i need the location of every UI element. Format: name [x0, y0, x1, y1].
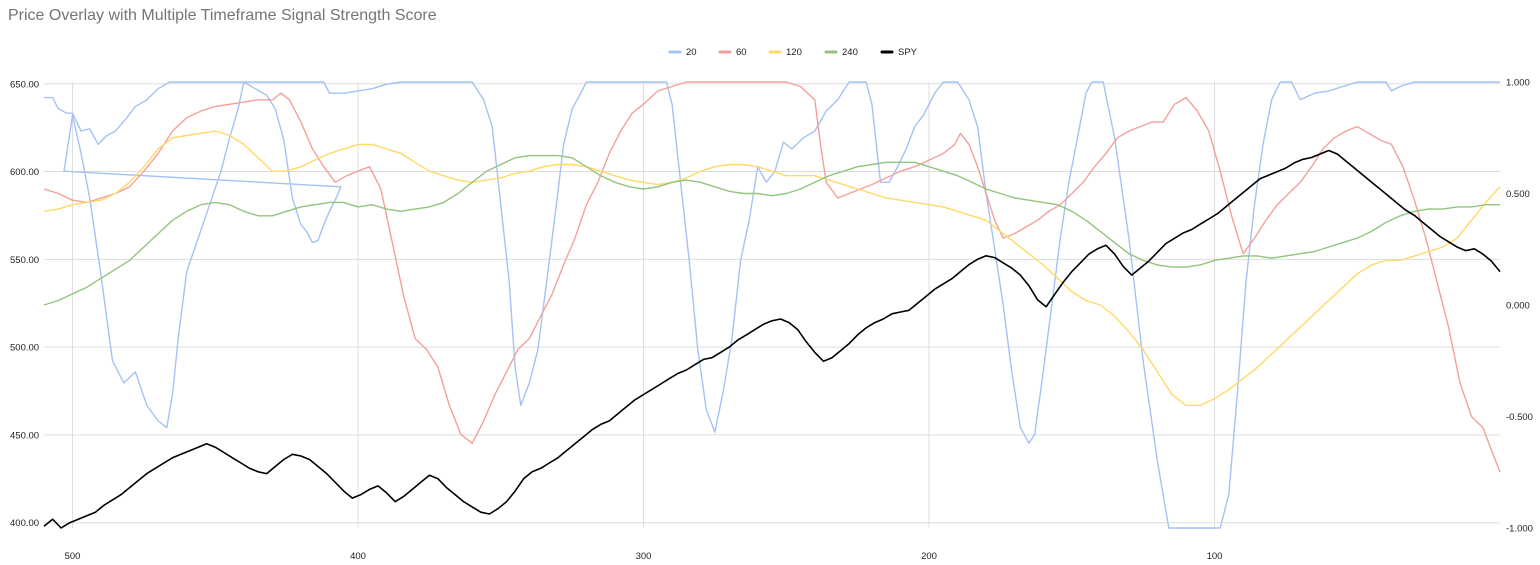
y-tick-label: 400.00 — [10, 518, 39, 529]
legend: 20 60 120 240 SPY — [668, 47, 918, 58]
y2-tick-label: 0.500 — [1506, 189, 1530, 200]
series-lines — [43, 81, 1501, 529]
series-line-20 — [44, 81, 1500, 529]
y2-tick-label: -1.000 — [1506, 524, 1533, 535]
y-tick-label: 500.00 — [10, 343, 39, 354]
chart-title: Price Overlay with Multiple Timeframe Si… — [8, 7, 437, 24]
series-line-120 — [43, 130, 1501, 407]
y2-tick-label: -0.500 — [1506, 412, 1533, 423]
x-tick-label: 100 — [1207, 551, 1223, 562]
y2-tick-label: 1.000 — [1506, 78, 1530, 89]
x-tick-label: 500 — [65, 551, 81, 562]
y-tick-label: 600.00 — [10, 167, 39, 178]
x-tick-label: 300 — [636, 551, 652, 562]
grid-lines — [44, 82, 1500, 528]
legend-label-spy: SPY — [898, 47, 918, 58]
y2-tick-label: 0.000 — [1506, 301, 1530, 312]
x-tick-label: 200 — [921, 551, 937, 562]
axis-labels: 650.00 600.00 550.00 500.00 450.00 400.00 1.00… — [10, 78, 1533, 563]
series-line-60 — [43, 81, 1501, 473]
y-tick-label: 450.00 — [10, 430, 39, 441]
series-line-spy — [43, 149, 1501, 529]
legend-label-240: 240 — [842, 47, 858, 58]
x-tick-label: 400 — [350, 551, 366, 562]
series-line-240 — [43, 154, 1500, 306]
y-tick-label: 650.00 — [10, 79, 39, 90]
y-tick-label: 550.00 — [10, 255, 39, 266]
legend-label-20: 20 — [686, 47, 697, 58]
legend-label-120: 120 — [786, 47, 802, 58]
legend-label-60: 60 — [736, 47, 747, 58]
